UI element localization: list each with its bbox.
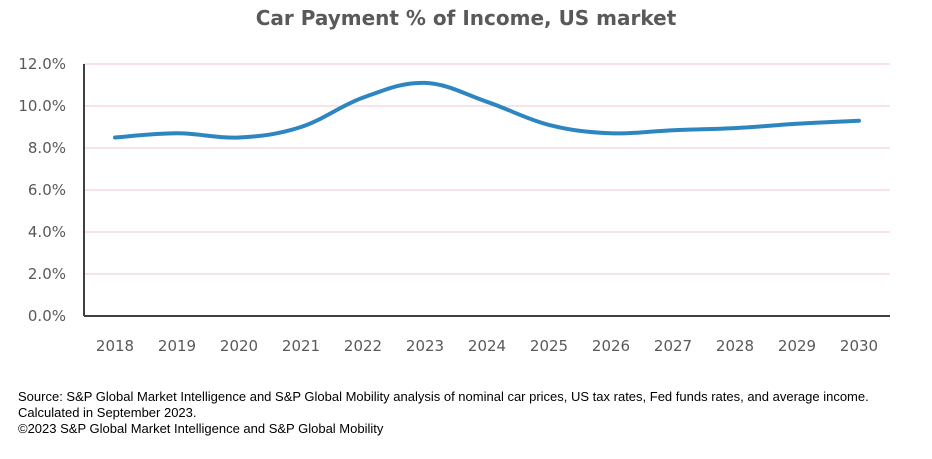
source-note: Source: S&P Global Market Intelligence a… [18, 389, 918, 437]
x-tick-label: 2029 [778, 337, 816, 355]
x-tick-label: 2030 [840, 337, 878, 355]
x-tick-label: 2023 [406, 337, 444, 355]
x-axis-tick-labels: 2018 2019 2020 2021 2022 2023 2024 2025 2026 2027… [96, 337, 878, 355]
copyright-text: ©2023 S&P Global Market Intelligence and… [18, 421, 384, 436]
y-tick-label: 10.0% [18, 97, 66, 115]
source-text: Source: S&P Global Market Intelligence a… [18, 389, 869, 404]
series-line [113, 80, 861, 140]
series-layer [113, 80, 861, 140]
x-tick-label: 2026 [592, 337, 630, 355]
y-tick-label: 4.0% [28, 223, 66, 241]
gridlines [84, 63, 890, 275]
y-axis-tick-labels: 0.0% 2.0% 4.0% 6.0% 8.0% 10.0% 12.0% [18, 55, 66, 325]
x-tick-label: 2025 [530, 337, 568, 355]
x-tick-label: 2019 [158, 337, 196, 355]
x-tick-label: 2024 [468, 337, 506, 355]
x-tick-label: 2018 [96, 337, 134, 355]
x-tick-label: 2022 [344, 337, 382, 355]
x-tick-label: 2021 [282, 337, 320, 355]
line-chart: 0.0%2.0%4.0%6.0%8.0%10.0%12.0% 2018 2019 2… [18, 55, 890, 355]
y-tick-label: 12.0% [18, 55, 66, 73]
axes [83, 64, 890, 317]
chart-title: Car Payment % of Income, US market [255, 6, 677, 30]
y-tick-label: 8.0% [28, 139, 66, 157]
x-tick-label: 2027 [654, 337, 692, 355]
calculation-date-text: Calculated in September 2023. [18, 405, 197, 420]
x-tick-label: 2028 [716, 337, 754, 355]
y-tick-label: 0.0% [28, 307, 66, 325]
y-tick-label: 2.0% [28, 265, 66, 283]
y-tick-label: 6.0% [28, 181, 66, 199]
x-tick-label: 2020 [220, 337, 258, 355]
